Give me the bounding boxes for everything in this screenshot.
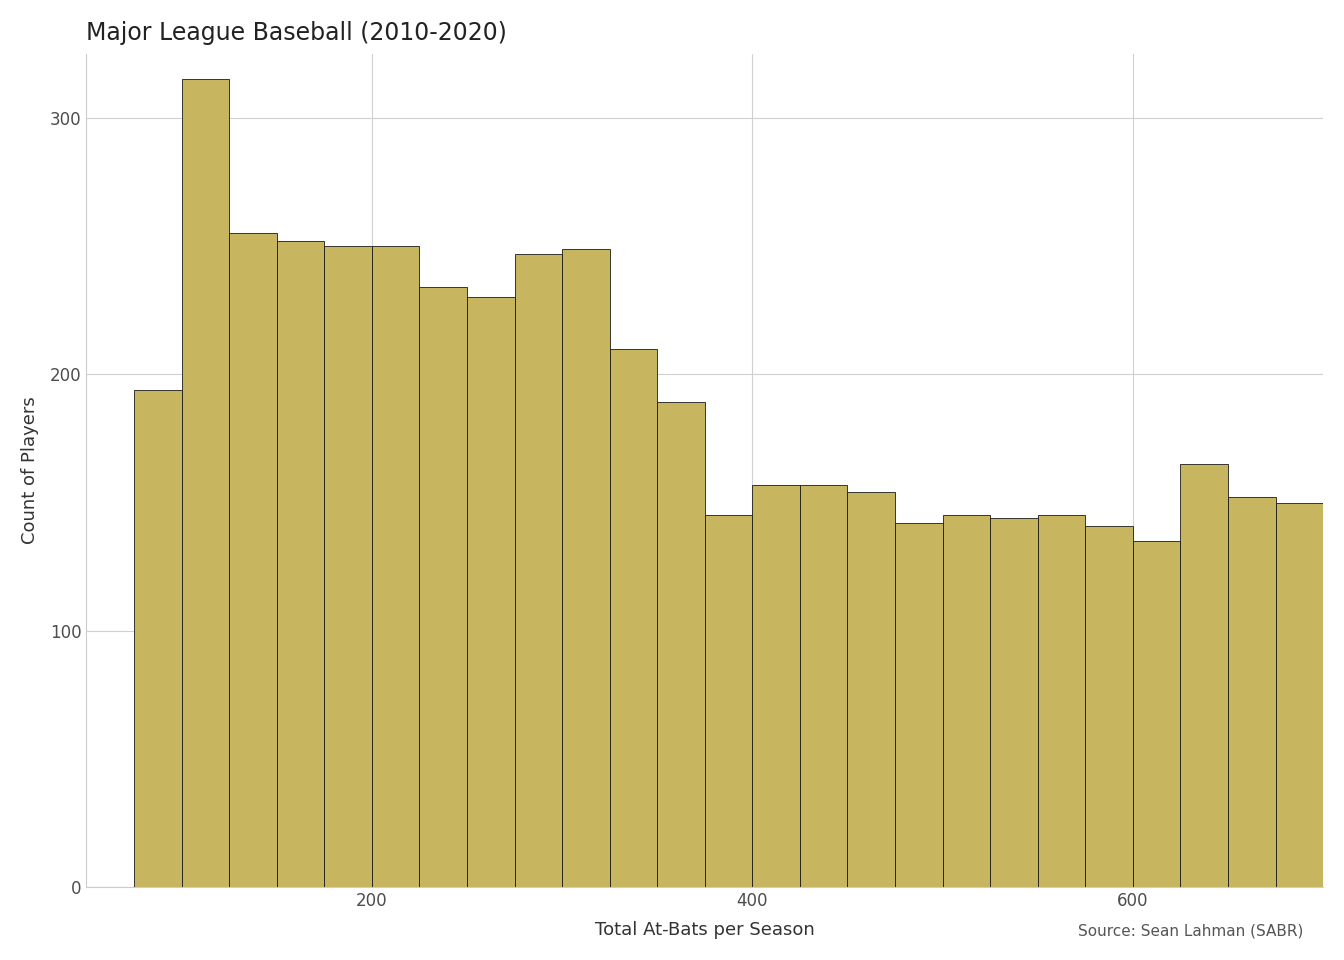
- Bar: [800, 485, 848, 887]
- Bar: [848, 492, 895, 887]
- Bar: [1275, 502, 1322, 887]
- Bar: [562, 249, 610, 887]
- Bar: [466, 298, 515, 887]
- Bar: [1038, 516, 1086, 887]
- Bar: [942, 516, 991, 887]
- Bar: [1086, 525, 1133, 887]
- Bar: [134, 390, 181, 887]
- Bar: [610, 348, 657, 887]
- Bar: [753, 485, 800, 887]
- Bar: [1180, 464, 1228, 887]
- Bar: [1133, 541, 1180, 887]
- Bar: [657, 402, 704, 887]
- Bar: [1322, 497, 1344, 887]
- Bar: [991, 517, 1038, 887]
- Bar: [704, 516, 753, 887]
- Text: Major League Baseball (2010-2020): Major League Baseball (2010-2020): [86, 21, 507, 45]
- Bar: [228, 233, 277, 887]
- X-axis label: Total At-Bats per Season: Total At-Bats per Season: [595, 922, 814, 939]
- Y-axis label: Count of Players: Count of Players: [22, 396, 39, 544]
- Bar: [895, 523, 942, 887]
- Bar: [515, 253, 562, 887]
- Bar: [324, 246, 372, 887]
- Bar: [181, 80, 228, 887]
- Bar: [419, 287, 466, 887]
- Bar: [372, 246, 419, 887]
- Bar: [1228, 497, 1275, 887]
- Text: Source: Sean Lahman (SABR): Source: Sean Lahman (SABR): [1078, 924, 1304, 939]
- Bar: [277, 241, 324, 887]
